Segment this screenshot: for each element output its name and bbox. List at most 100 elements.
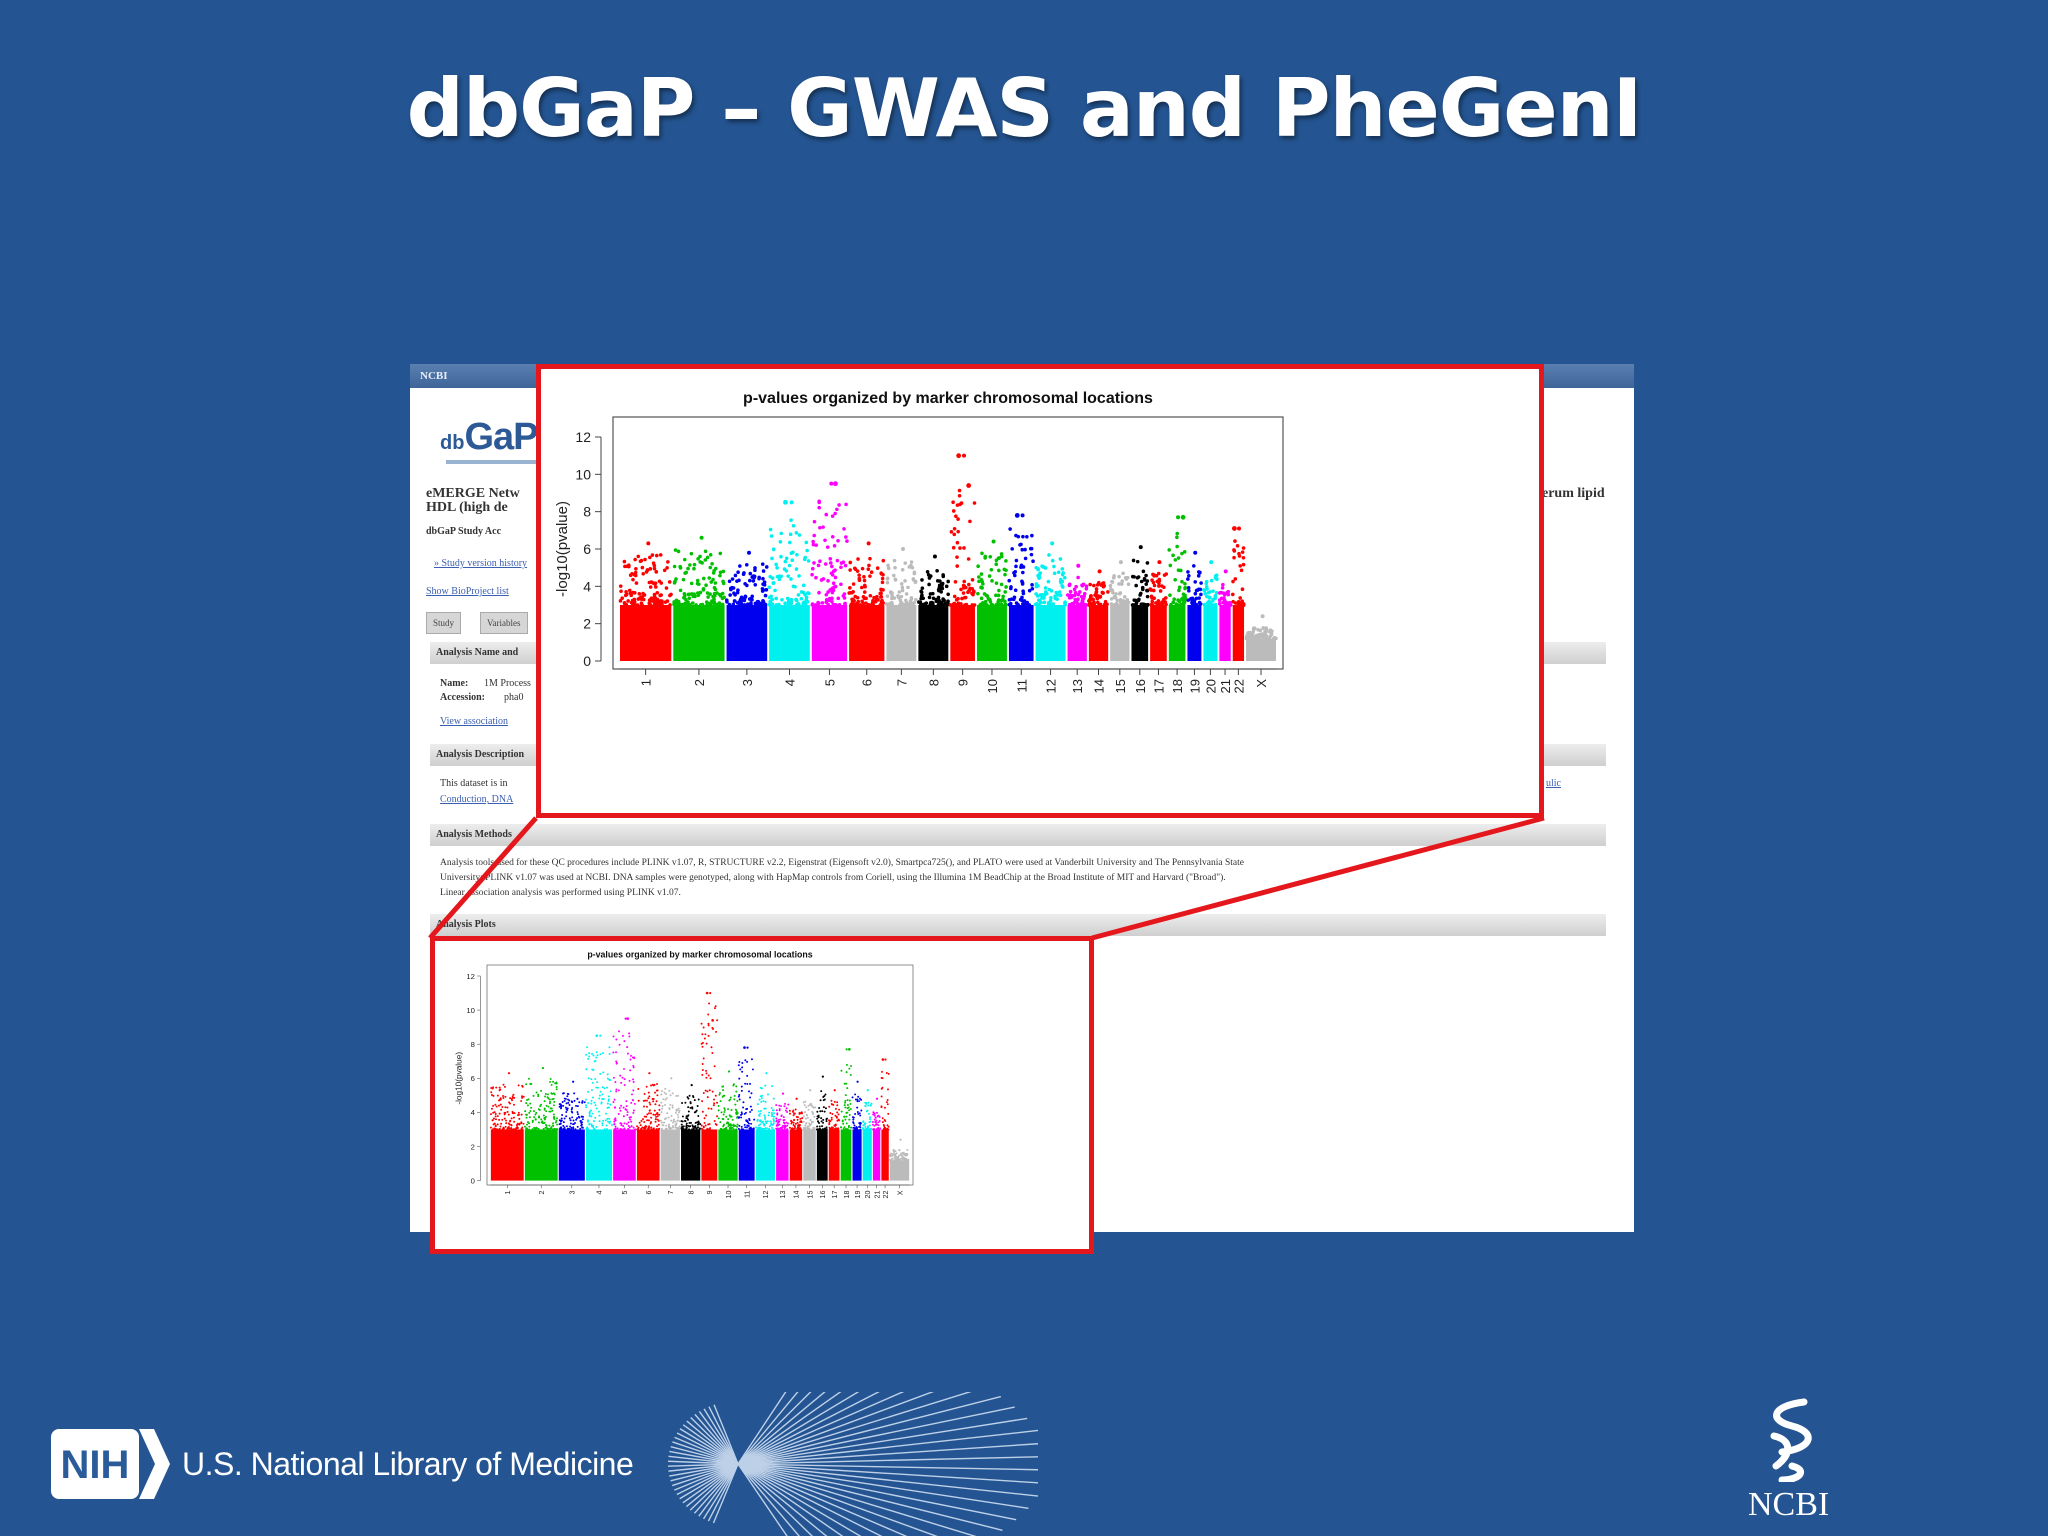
- tab-variables[interactable]: Variables: [480, 612, 528, 634]
- snp-point: [934, 599, 939, 604]
- snp-point: [846, 1104, 849, 1107]
- snp-point: [793, 1125, 796, 1128]
- snp-point: [878, 1119, 881, 1122]
- snp-point: [517, 1113, 520, 1116]
- snp-point: [710, 1046, 713, 1049]
- peak-point: [829, 481, 834, 486]
- snp-point: [494, 1115, 497, 1118]
- snp-point: [653, 581, 658, 585]
- snp-point: [978, 603, 982, 607]
- snp-point: [737, 1127, 740, 1130]
- chart-title: p-values organized by marker chromosomal…: [587, 949, 812, 959]
- snp-point: [871, 598, 875, 603]
- snp-point: [826, 602, 830, 607]
- view-association-link[interactable]: View association: [440, 716, 508, 727]
- study-version-link[interactable]: » Study version history: [434, 558, 528, 569]
- tab-study[interactable]: Study: [426, 612, 462, 634]
- snp-point: [771, 1124, 774, 1126]
- show-bioproject-link[interactable]: Show BioProject list: [426, 586, 509, 597]
- snp-point: [844, 1128, 847, 1131]
- snp-point: [1182, 598, 1187, 603]
- snp-point: [687, 1097, 690, 1100]
- snp-point: [760, 587, 765, 591]
- snp-point: [1197, 600, 1202, 605]
- snp-point: [533, 1126, 536, 1129]
- burst-ray: [679, 1428, 739, 1465]
- snp-point: [748, 571, 753, 576]
- snp-point: [759, 1110, 762, 1112]
- snp-point: [900, 588, 905, 593]
- snp-point: [772, 1128, 775, 1131]
- snp-point: [1198, 570, 1202, 575]
- snp-point: [682, 557, 687, 562]
- snp-point: [624, 592, 629, 597]
- snp-point: [674, 1111, 677, 1114]
- snp-point: [732, 1125, 735, 1128]
- snp-point: [670, 1119, 673, 1122]
- peak-point: [699, 535, 704, 540]
- snp-point: [983, 599, 988, 604]
- snp-point: [617, 1113, 620, 1116]
- snp-point: [944, 584, 949, 589]
- snp-point: [843, 1115, 846, 1118]
- snp-point: [671, 1106, 674, 1109]
- snp-point: [707, 1107, 710, 1110]
- snp-point: [699, 1123, 702, 1126]
- snp-point: [1120, 579, 1125, 583]
- snp-point: [651, 1083, 654, 1086]
- snp-point: [862, 575, 866, 579]
- snp-point: [1037, 573, 1041, 577]
- snp-point: [778, 540, 783, 544]
- snp-point: [931, 596, 936, 601]
- snp-point: [1101, 585, 1106, 589]
- snp-point: [591, 1068, 594, 1071]
- snp-point: [591, 1112, 594, 1115]
- snp-point: [633, 573, 638, 578]
- snp-point: [607, 1120, 610, 1123]
- snp-point: [761, 569, 766, 573]
- snp-point: [503, 1113, 506, 1116]
- snp-point: [789, 597, 794, 602]
- snp-point: [623, 1122, 626, 1125]
- snp-point: [512, 1128, 515, 1131]
- snp-point: [642, 1099, 645, 1102]
- x-tick-label: 8: [926, 679, 941, 686]
- snp-point: [775, 1127, 778, 1130]
- snp-point: [808, 1122, 811, 1125]
- snp-point: [523, 1125, 526, 1128]
- snp-point: [1152, 583, 1157, 588]
- snp-point: [1114, 592, 1118, 596]
- snp-point: [977, 579, 981, 584]
- snp-point: [820, 1117, 823, 1120]
- snp-point: [696, 1121, 699, 1124]
- snp-point: [769, 1120, 772, 1123]
- snp-point: [537, 1093, 540, 1096]
- ncbi-topbar-label: NCBI: [420, 370, 448, 382]
- snp-point: [769, 594, 773, 599]
- snp-point: [595, 1107, 598, 1110]
- description-link[interactable]: Conduction, DNA: [440, 794, 514, 805]
- snp-point: [495, 1105, 498, 1108]
- zoomed-manhattan-plot-frame: 0 2 4 6 8 10 12 -log10(pvalue) p-values organize…: [536, 364, 1544, 818]
- snp-point: [1080, 598, 1085, 602]
- snp-point: [595, 1086, 598, 1089]
- x-tick-label: 21: [1218, 679, 1233, 693]
- snp-point: [830, 514, 835, 518]
- snp-point: [546, 1127, 549, 1130]
- burst-ray: [737, 1463, 814, 1536]
- snp-point: [687, 596, 692, 601]
- snp-point: [807, 1125, 810, 1128]
- dense-points: [1168, 605, 1186, 661]
- snp-point: [1145, 579, 1150, 583]
- snp-point: [845, 1063, 848, 1066]
- snp-point: [844, 1094, 847, 1097]
- snp-point: [852, 566, 857, 571]
- snp-point: [827, 598, 831, 603]
- snp-point: [771, 1113, 774, 1116]
- chromosome-18-points: [840, 1048, 853, 1181]
- snp-point: [619, 589, 623, 594]
- snp-point: [670, 1127, 673, 1130]
- right-link[interactable]: ulic: [1546, 778, 1561, 789]
- snp-point: [530, 1106, 533, 1109]
- burst-ray: [693, 1463, 739, 1514]
